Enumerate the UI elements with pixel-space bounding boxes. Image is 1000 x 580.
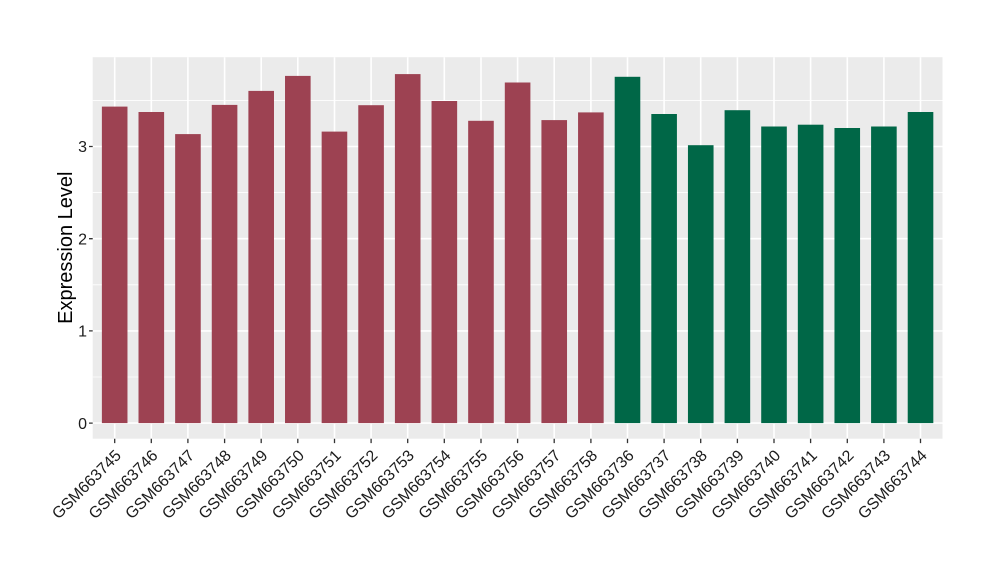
svg-text:1: 1 xyxy=(78,324,87,341)
svg-text:Expression Level: Expression Level xyxy=(55,172,77,324)
svg-text:0: 0 xyxy=(78,416,87,433)
svg-text:3: 3 xyxy=(78,139,87,156)
svg-text:2: 2 xyxy=(78,231,87,248)
